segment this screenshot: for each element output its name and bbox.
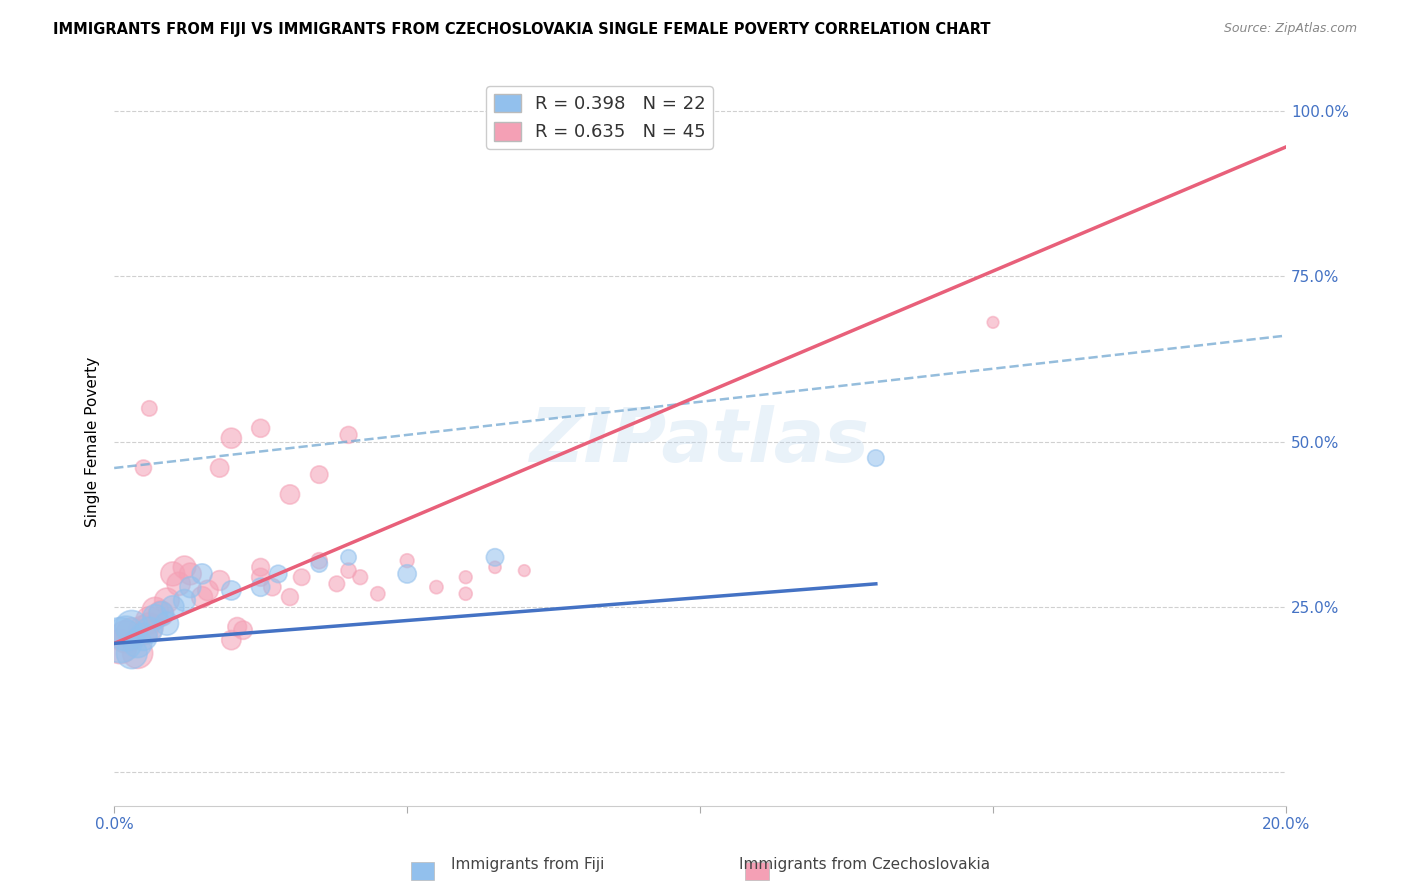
Point bbox=[167, 577, 190, 591]
Point bbox=[337, 564, 360, 578]
Point bbox=[291, 570, 314, 584]
Point bbox=[484, 550, 506, 565]
Point bbox=[162, 600, 184, 615]
Point bbox=[191, 566, 214, 581]
Point bbox=[221, 431, 243, 445]
Point bbox=[150, 607, 173, 621]
Point bbox=[249, 421, 271, 435]
Point bbox=[115, 626, 138, 640]
Point bbox=[454, 587, 477, 601]
Point bbox=[138, 401, 160, 416]
Point bbox=[121, 620, 143, 634]
Point bbox=[173, 593, 195, 607]
Point bbox=[132, 623, 155, 637]
Point bbox=[208, 461, 231, 475]
Point bbox=[337, 428, 360, 442]
Point bbox=[249, 580, 271, 594]
Point bbox=[156, 593, 179, 607]
Point bbox=[249, 560, 271, 574]
Point bbox=[191, 590, 214, 604]
Point bbox=[865, 451, 887, 466]
Point bbox=[337, 550, 360, 565]
Point bbox=[208, 574, 231, 588]
Point bbox=[278, 487, 301, 501]
Point bbox=[308, 467, 330, 482]
Y-axis label: Single Female Poverty: Single Female Poverty bbox=[86, 357, 100, 526]
Point bbox=[132, 630, 155, 644]
Text: ZIPatlas: ZIPatlas bbox=[530, 405, 870, 478]
Point bbox=[454, 570, 477, 584]
Point bbox=[232, 623, 254, 637]
Point bbox=[138, 613, 160, 627]
Point bbox=[308, 554, 330, 568]
Point bbox=[425, 580, 447, 594]
Text: Immigrants from Czechoslovakia: Immigrants from Czechoslovakia bbox=[740, 857, 990, 872]
Point bbox=[132, 461, 155, 475]
Point bbox=[197, 583, 219, 598]
Point bbox=[513, 564, 536, 578]
Point bbox=[138, 623, 160, 637]
Point bbox=[349, 570, 371, 584]
Point bbox=[262, 580, 284, 594]
Point bbox=[326, 577, 349, 591]
Point bbox=[150, 607, 173, 621]
Point bbox=[367, 587, 389, 601]
Point bbox=[981, 315, 1004, 329]
Text: Immigrants from Fiji: Immigrants from Fiji bbox=[450, 857, 605, 872]
Point bbox=[249, 570, 271, 584]
Point bbox=[138, 620, 160, 634]
Point bbox=[308, 557, 330, 571]
Point bbox=[108, 633, 131, 648]
Point bbox=[173, 560, 195, 574]
Point bbox=[179, 566, 201, 581]
Legend: R = 0.398   N = 22, R = 0.635   N = 45: R = 0.398 N = 22, R = 0.635 N = 45 bbox=[486, 87, 713, 149]
Point bbox=[484, 560, 506, 574]
Point bbox=[115, 630, 138, 644]
Point bbox=[121, 646, 143, 660]
Point bbox=[127, 636, 149, 650]
Point bbox=[143, 603, 166, 617]
Point bbox=[226, 620, 249, 634]
Text: IMMIGRANTS FROM FIJI VS IMMIGRANTS FROM CZECHOSLOVAKIA SINGLE FEMALE POVERTY COR: IMMIGRANTS FROM FIJI VS IMMIGRANTS FROM … bbox=[53, 22, 991, 37]
Point bbox=[127, 646, 149, 660]
Point bbox=[121, 626, 143, 640]
Point bbox=[221, 583, 243, 598]
Point bbox=[267, 566, 290, 581]
Point bbox=[162, 566, 184, 581]
Point bbox=[396, 554, 419, 568]
Point bbox=[396, 566, 419, 581]
Point bbox=[179, 580, 201, 594]
Point bbox=[143, 610, 166, 624]
Text: Source: ZipAtlas.com: Source: ZipAtlas.com bbox=[1223, 22, 1357, 36]
Point bbox=[221, 633, 243, 648]
Point bbox=[108, 640, 131, 654]
Point bbox=[278, 590, 301, 604]
Point bbox=[156, 616, 179, 631]
